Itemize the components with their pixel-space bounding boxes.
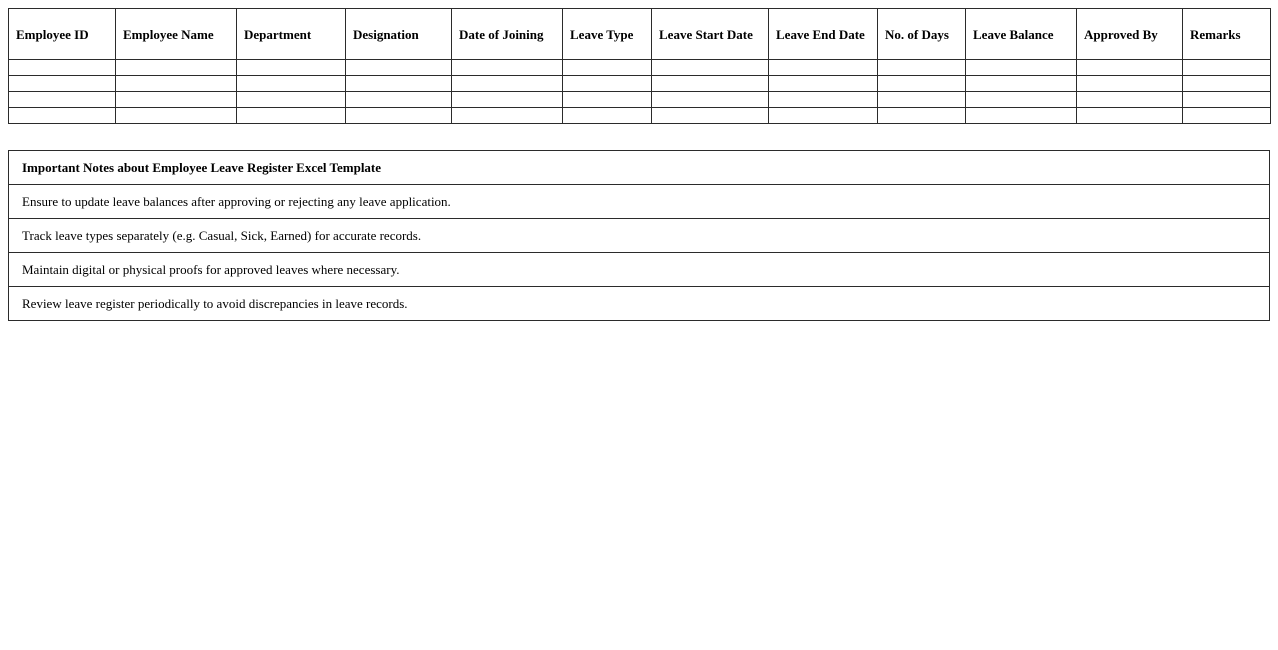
list-item: Review leave register periodically to av… [8,286,1270,321]
cell-designation[interactable] [345,107,452,124]
cell-leave-end-date[interactable] [768,107,878,124]
cell-designation[interactable] [345,59,452,76]
cell-department[interactable] [236,107,346,124]
cell-approved-by[interactable] [1076,107,1183,124]
register-header: Employee ID Employee Name Department Des… [8,8,1271,60]
cell-employee-id[interactable] [8,91,116,108]
cell-leave-end-date[interactable] [768,75,878,92]
cell-date-of-joining[interactable] [451,59,563,76]
cell-employee-name[interactable] [115,107,237,124]
column-header-leave-end-date: Leave End Date [768,8,878,60]
cell-designation[interactable] [345,91,452,108]
register-header-row: Employee ID Employee Name Department Des… [8,8,1271,60]
cell-leave-end-date[interactable] [768,59,878,76]
column-header-leave-start-date: Leave Start Date [651,8,769,60]
register-body [8,59,1271,124]
cell-leave-type[interactable] [562,107,652,124]
cell-leave-start-date[interactable] [651,59,769,76]
notes-title: Important Notes about Employee Leave Reg… [8,150,1270,185]
note-item-1: Ensure to update leave balances after ap… [8,184,1270,219]
important-notes-table: Important Notes about Employee Leave Reg… [8,150,1270,321]
cell-employee-name[interactable] [115,59,237,76]
cell-designation[interactable] [345,75,452,92]
column-header-designation: Designation [345,8,452,60]
list-item: Ensure to update leave balances after ap… [8,184,1270,219]
column-header-department: Department [236,8,346,60]
column-header-employee-id: Employee ID [8,8,116,60]
cell-leave-type[interactable] [562,59,652,76]
cell-no-of-days[interactable] [877,75,966,92]
register-table-container: Employee ID Employee Name Department Des… [8,8,1271,124]
employee-leave-register-table: Employee ID Employee Name Department Des… [8,8,1271,124]
cell-remarks[interactable] [1182,59,1271,76]
cell-remarks[interactable] [1182,107,1271,124]
cell-department[interactable] [236,91,346,108]
cell-no-of-days[interactable] [877,59,966,76]
cell-employee-id[interactable] [8,59,116,76]
cell-department[interactable] [236,59,346,76]
cell-approved-by[interactable] [1076,59,1183,76]
cell-leave-balance[interactable] [965,59,1077,76]
notes-body: Important Notes about Employee Leave Reg… [8,150,1270,321]
table-row[interactable] [8,75,1271,92]
cell-leave-type[interactable] [562,75,652,92]
cell-leave-end-date[interactable] [768,91,878,108]
cell-employee-id[interactable] [8,107,116,124]
column-header-approved-by: Approved By [1076,8,1183,60]
cell-leave-start-date[interactable] [651,75,769,92]
note-item-4: Review leave register periodically to av… [8,286,1270,321]
cell-department[interactable] [236,75,346,92]
cell-date-of-joining[interactable] [451,75,563,92]
cell-leave-start-date[interactable] [651,107,769,124]
table-row[interactable] [8,107,1271,124]
table-row[interactable] [8,91,1271,108]
cell-remarks[interactable] [1182,91,1271,108]
column-header-employee-name: Employee Name [115,8,237,60]
cell-date-of-joining[interactable] [451,107,563,124]
list-item: Maintain digital or physical proofs for … [8,252,1270,287]
notes-title-row: Important Notes about Employee Leave Reg… [8,150,1270,185]
cell-date-of-joining[interactable] [451,91,563,108]
cell-employee-id[interactable] [8,75,116,92]
cell-remarks[interactable] [1182,75,1271,92]
column-header-no-of-days: No. of Days [877,8,966,60]
cell-approved-by[interactable] [1076,75,1183,92]
cell-leave-balance[interactable] [965,91,1077,108]
note-item-2: Track leave types separately (e.g. Casua… [8,218,1270,253]
cell-leave-balance[interactable] [965,107,1077,124]
cell-leave-type[interactable] [562,91,652,108]
cell-employee-name[interactable] [115,91,237,108]
list-item: Track leave types separately (e.g. Casua… [8,218,1270,253]
notes-table-container: Important Notes about Employee Leave Reg… [8,150,1270,321]
cell-leave-balance[interactable] [965,75,1077,92]
cell-no-of-days[interactable] [877,107,966,124]
column-header-remarks: Remarks [1182,8,1271,60]
column-header-date-of-joining: Date of Joining [451,8,563,60]
column-header-leave-type: Leave Type [562,8,652,60]
cell-approved-by[interactable] [1076,91,1183,108]
column-header-leave-balance: Leave Balance [965,8,1077,60]
cell-no-of-days[interactable] [877,91,966,108]
note-item-3: Maintain digital or physical proofs for … [8,252,1270,287]
cell-employee-name[interactable] [115,75,237,92]
cell-leave-start-date[interactable] [651,91,769,108]
table-row[interactable] [8,59,1271,76]
